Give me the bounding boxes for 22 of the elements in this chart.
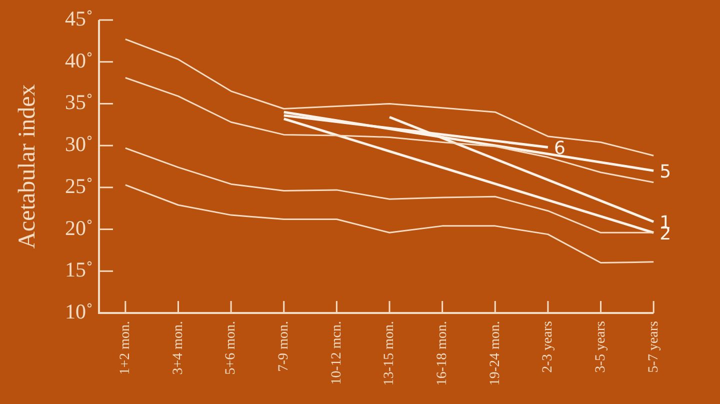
- series-label: 6: [554, 138, 566, 159]
- x-tick-label: 7-9 mon.: [276, 321, 292, 372]
- x-tick-label: 5+6 mon.: [224, 321, 239, 375]
- x-tick-label: 10-12 mcn.: [329, 321, 344, 385]
- series-label: 5: [660, 161, 672, 182]
- x-tick-label: 3-5 years: [593, 321, 608, 373]
- x-tick-label: 16-18 mon.: [434, 321, 450, 386]
- x-tick-label: 5-7 years: [646, 321, 662, 373]
- y-tick-label: 40˚: [65, 48, 93, 72]
- y-tick-label: 15˚: [65, 258, 93, 282]
- x-tick-label: 19-24 mon.: [488, 321, 503, 386]
- x-tick-label: 1+2 mon.: [118, 321, 134, 375]
- y-tick-label: 25˚: [65, 174, 93, 198]
- x-tick-label: 2-3 years: [540, 321, 556, 373]
- y-tick-label: 10˚: [65, 300, 93, 324]
- x-tick-label: 3+4 mon.: [170, 321, 186, 375]
- x-tick-label: 13-15 mon.: [382, 321, 398, 386]
- y-axis-title: Acetabular index: [14, 84, 40, 249]
- y-tick-label: 45˚: [65, 6, 93, 31]
- y-tick-label: 35˚: [65, 90, 93, 114]
- y-tick-label: 20˚: [65, 216, 93, 240]
- y-tick-label: 30˚: [65, 132, 93, 156]
